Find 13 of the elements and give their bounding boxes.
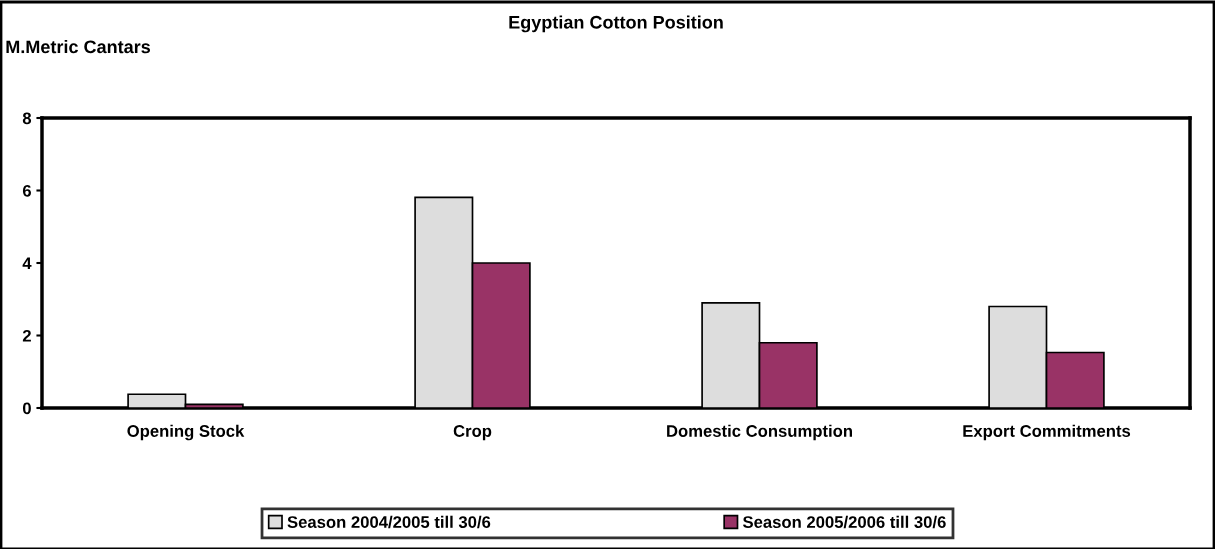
x-tick-label: Crop: [453, 425, 492, 441]
y-tick-label: 8: [22, 112, 32, 125]
legend-label: Season 2005/2006 till 30/6: [742, 515, 946, 529]
y-axis-title: M.Metric Cantars: [6, 39, 151, 54]
x-tick-label: Domestic Consumption: [667, 424, 852, 441]
x-tick-label: Export Commitments: [963, 424, 1131, 441]
y-tick-label: 4: [22, 257, 32, 270]
y-tick-label: 0: [22, 402, 31, 415]
legend-label: Season 2004/2005 till 30/6: [287, 515, 491, 529]
x-tick-label: Opening Stock: [127, 424, 245, 441]
chart-title: Egyptian Cotton Position: [509, 15, 723, 33]
y-tick-label: 6: [22, 184, 31, 197]
y-tick-label: 2: [22, 329, 31, 342]
